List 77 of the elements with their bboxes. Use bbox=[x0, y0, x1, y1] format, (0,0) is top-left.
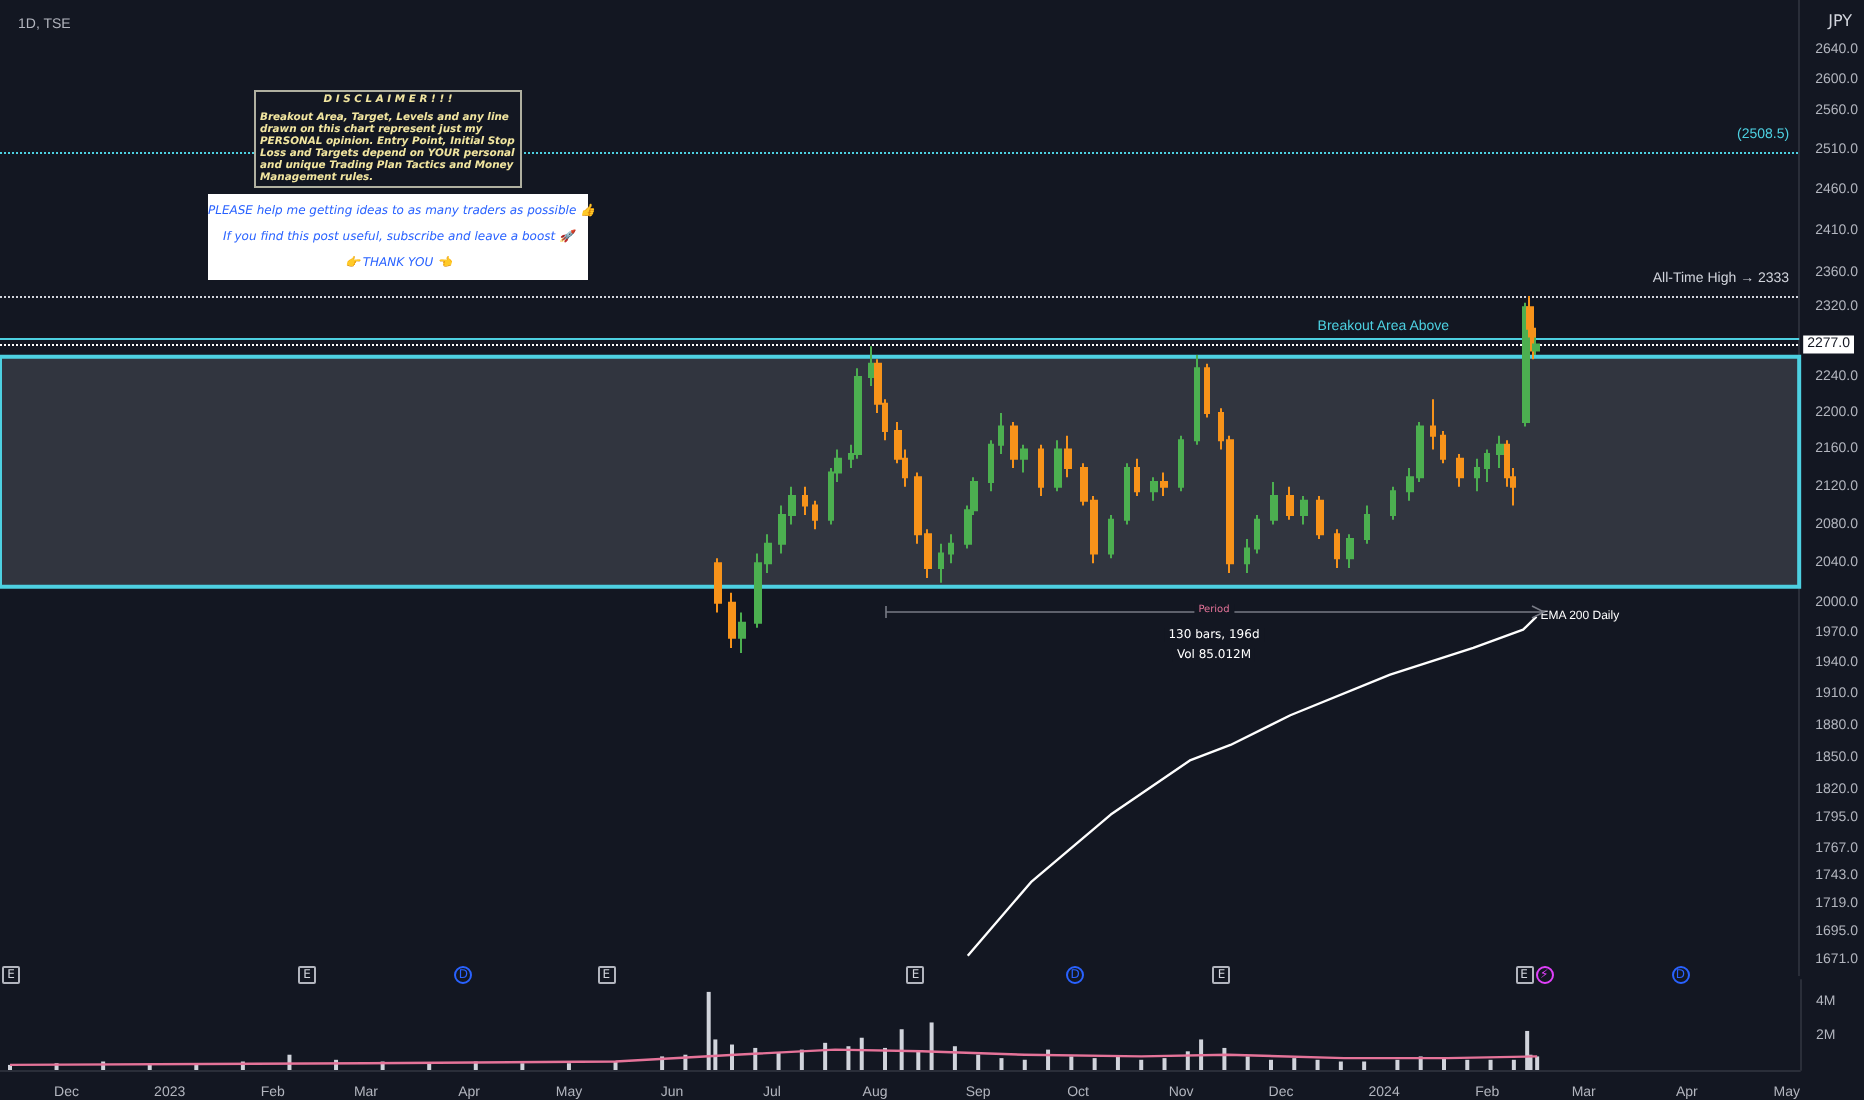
bar bbox=[1488, 1059, 1493, 1070]
candlestick bbox=[1160, 471, 1168, 498]
bar bbox=[859, 1037, 864, 1070]
bar bbox=[1069, 1056, 1074, 1070]
bar bbox=[916, 1051, 921, 1070]
candlestick bbox=[1150, 476, 1158, 502]
candlestick bbox=[1244, 537, 1250, 574]
bar bbox=[1022, 1059, 1027, 1070]
candlestick bbox=[1124, 462, 1130, 526]
candlestick bbox=[1334, 528, 1340, 570]
candlestick bbox=[1254, 514, 1260, 555]
candlestick bbox=[728, 591, 736, 649]
candlestick bbox=[1020, 443, 1028, 474]
bar bbox=[729, 1044, 734, 1070]
candlestick bbox=[1194, 353, 1200, 446]
candlestick bbox=[1484, 448, 1490, 483]
bar bbox=[1535, 1056, 1540, 1070]
bar bbox=[1092, 1058, 1097, 1070]
bar bbox=[846, 1046, 851, 1070]
candlestick bbox=[1108, 514, 1114, 560]
bar bbox=[1292, 1058, 1297, 1070]
bar bbox=[147, 1064, 152, 1070]
bar bbox=[1115, 1056, 1120, 1070]
bar bbox=[1362, 1061, 1367, 1070]
bar bbox=[566, 1063, 571, 1070]
bar bbox=[776, 1053, 781, 1070]
bar bbox=[999, 1058, 1004, 1070]
bar bbox=[1315, 1059, 1320, 1070]
bar bbox=[1395, 1059, 1400, 1070]
candlestick bbox=[1038, 443, 1044, 498]
bar bbox=[7, 1064, 12, 1070]
candlestick bbox=[854, 367, 862, 460]
bar bbox=[1199, 1039, 1204, 1070]
candlestick bbox=[1134, 457, 1140, 498]
bar bbox=[1511, 1059, 1516, 1070]
candlestick bbox=[1440, 430, 1446, 465]
bar bbox=[1268, 1059, 1273, 1070]
candlestick bbox=[714, 557, 722, 614]
candlestick bbox=[1010, 420, 1018, 469]
candlestick bbox=[1204, 362, 1210, 419]
candlestick bbox=[1496, 434, 1504, 469]
bar bbox=[1441, 1058, 1446, 1070]
candlestick bbox=[1300, 495, 1308, 526]
bar bbox=[976, 1054, 981, 1070]
candlestick bbox=[1390, 485, 1396, 521]
candlestick bbox=[1064, 434, 1072, 479]
candlestick bbox=[1316, 495, 1324, 540]
candlestick bbox=[948, 533, 954, 565]
candlestick bbox=[868, 345, 874, 387]
candlestick bbox=[1430, 398, 1436, 451]
bar bbox=[1139, 1059, 1144, 1070]
candlestick bbox=[1364, 504, 1370, 545]
candlestick bbox=[1474, 457, 1480, 493]
bar bbox=[706, 991, 711, 1070]
candlestick bbox=[998, 411, 1004, 456]
candlestick bbox=[738, 611, 746, 655]
line-series bbox=[8, 1048, 1539, 1067]
bar bbox=[899, 1029, 904, 1070]
candlestick bbox=[802, 485, 808, 516]
candlestick bbox=[938, 542, 944, 584]
candlestick bbox=[1178, 434, 1184, 493]
candlestick bbox=[1270, 480, 1278, 526]
bar bbox=[1245, 1056, 1250, 1070]
bar bbox=[520, 1063, 525, 1070]
bar bbox=[1222, 1047, 1227, 1070]
bar bbox=[823, 1042, 828, 1070]
candlestick bbox=[1054, 439, 1062, 493]
bar bbox=[929, 1022, 934, 1070]
candlestick bbox=[1286, 485, 1294, 521]
candlestick bbox=[988, 439, 994, 493]
text: JPY bbox=[1828, 12, 1852, 30]
candlestick bbox=[812, 499, 818, 531]
bar bbox=[1162, 1058, 1167, 1070]
bar bbox=[1338, 1061, 1343, 1070]
bar bbox=[1465, 1059, 1470, 1070]
candlestick bbox=[1346, 533, 1354, 570]
candlestick bbox=[1456, 453, 1464, 488]
